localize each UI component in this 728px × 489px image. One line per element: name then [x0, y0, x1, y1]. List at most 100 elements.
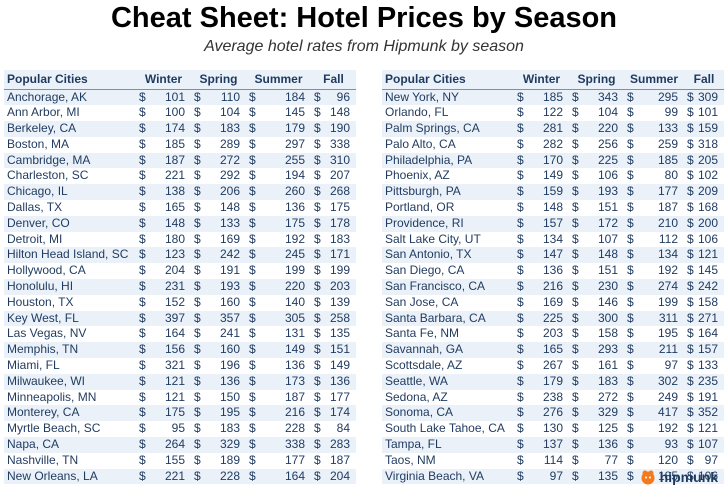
currency-symbol: $ — [627, 184, 634, 199]
summer-price-cell: $184 — [246, 89, 311, 106]
spring-price-cell: $133 — [191, 215, 246, 232]
spring-price-cell: $206 — [191, 184, 246, 201]
currency-symbol: $ — [517, 421, 524, 436]
winter-price-cell: $101 — [136, 89, 191, 106]
winter-price-cell: $136 — [514, 263, 569, 280]
currency-symbol: $ — [517, 279, 524, 294]
winter-price-cell: $159 — [514, 184, 569, 201]
currency-symbol: $ — [249, 405, 256, 420]
price-value: 159 — [542, 184, 563, 199]
price-value: 192 — [657, 263, 678, 278]
price-value: 158 — [697, 294, 718, 309]
price-value: 148 — [542, 200, 563, 215]
price-value: 283 — [329, 437, 350, 452]
spring-price-cell: $220 — [569, 121, 624, 137]
currency-symbol: $ — [627, 279, 634, 294]
currency-symbol: $ — [249, 247, 256, 262]
spring-price-cell: $183 — [569, 373, 624, 390]
fall-price-cell: $148 — [311, 105, 356, 122]
fall-price-cell: $338 — [311, 136, 356, 153]
price-value: 107 — [597, 231, 618, 246]
winter-price-cell: $276 — [514, 405, 569, 422]
price-value: 99 — [664, 105, 678, 120]
price-value: 135 — [597, 468, 618, 483]
table-row: Seattle, WA $179 $183 $302 $235 — [382, 373, 724, 390]
summer-price-cell: $210 — [624, 215, 684, 232]
currency-symbol: $ — [687, 279, 694, 294]
price-value: 357 — [219, 310, 240, 325]
currency-symbol: $ — [627, 152, 634, 167]
price-value: 211 — [658, 342, 678, 357]
winter-price-cell: $95 — [136, 421, 191, 438]
spring-price-cell: $146 — [569, 294, 624, 311]
currency-symbol: $ — [139, 373, 146, 388]
table-row: Charleston, SC $221 $292 $194 $207 — [4, 168, 356, 185]
spring-price-cell: $189 — [191, 452, 246, 469]
table-row: San Antonio, TX $147 $148 $134 $121 — [382, 247, 724, 264]
table-row: Philadelphia, PA $170 $225 $185 $205 — [382, 152, 724, 169]
currency-symbol: $ — [194, 452, 201, 467]
currency-symbol: $ — [249, 152, 256, 167]
spring-price-cell: $293 — [569, 342, 624, 359]
price-value: 136 — [284, 358, 305, 373]
city-name-cell: Minneapolis, MN — [4, 389, 136, 406]
table-row: Honolulu, HI $231 $193 $220 $203 — [4, 279, 356, 295]
city-name-cell: Napa, CA — [4, 437, 136, 453]
fall-price-cell: $178 — [311, 215, 356, 232]
price-value: 338 — [284, 437, 305, 452]
currency-symbol: $ — [194, 231, 201, 246]
currency-symbol: $ — [572, 89, 579, 104]
summer-price-cell: $185 — [624, 468, 684, 485]
currency-symbol: $ — [687, 468, 694, 483]
price-value: 225 — [597, 152, 618, 167]
fall-price-cell: $205 — [684, 152, 724, 169]
currency-symbol: $ — [627, 452, 634, 467]
currency-symbol: $ — [572, 468, 579, 483]
table-row: New York, NY $185 $343 $295 $309 — [382, 89, 724, 106]
price-value: 185 — [542, 89, 563, 104]
currency-symbol: $ — [572, 342, 579, 357]
currency-symbol: $ — [249, 294, 256, 309]
price-value: 329 — [219, 437, 240, 452]
summer-price-cell: $140 — [246, 294, 311, 311]
currency-symbol: $ — [194, 437, 201, 452]
city-name-cell: Philadelphia, PA — [382, 152, 514, 169]
summer-price-cell: $211 — [624, 342, 684, 359]
fall-price-cell: $191 — [684, 389, 724, 406]
currency-symbol: $ — [687, 373, 694, 388]
currency-symbol: $ — [687, 247, 694, 262]
spring-price-cell: $300 — [569, 310, 624, 327]
price-value: 192 — [657, 421, 678, 436]
price-value: 175 — [329, 200, 350, 215]
fall-price-cell: $268 — [311, 184, 356, 201]
logo-text: hipmunk — [659, 469, 718, 485]
price-value: 121 — [164, 373, 185, 388]
price-value: 93 — [664, 437, 678, 452]
table-row: Detroit, MI $180 $169 $192 $183 — [4, 231, 356, 248]
price-value: 274 — [657, 279, 678, 294]
price-value: 183 — [219, 121, 240, 136]
price-value: 191 — [219, 263, 240, 278]
column-header-city: Popular Cities — [382, 70, 514, 90]
price-value: 104 — [597, 105, 618, 120]
fall-price-cell: $174 — [311, 405, 356, 422]
table-row: Pittsburgh, PA $159 $193 $177 $209 — [382, 184, 724, 201]
winter-price-cell: $148 — [514, 200, 569, 216]
spring-price-cell: $256 — [569, 136, 624, 153]
price-value: 104 — [219, 105, 240, 120]
currency-symbol: $ — [194, 279, 201, 294]
currency-symbol: $ — [314, 326, 321, 341]
winter-price-cell: $122 — [514, 105, 569, 122]
spring-price-cell: $225 — [569, 152, 624, 169]
currency-symbol: $ — [627, 105, 634, 120]
city-name-cell: Nashville, TN — [4, 452, 136, 469]
price-value: 338 — [329, 136, 350, 151]
spring-price-cell: $148 — [569, 247, 624, 264]
summer-price-cell: $259 — [624, 136, 684, 153]
table-row: Salt Lake City, UT $134 $107 $112 $106 — [382, 231, 724, 248]
price-value: 187 — [164, 152, 185, 167]
price-value: 245 — [284, 247, 305, 262]
currency-symbol: $ — [314, 294, 321, 309]
city-name-cell: Houston, TX — [4, 294, 136, 311]
winter-price-cell: $155 — [136, 452, 191, 469]
